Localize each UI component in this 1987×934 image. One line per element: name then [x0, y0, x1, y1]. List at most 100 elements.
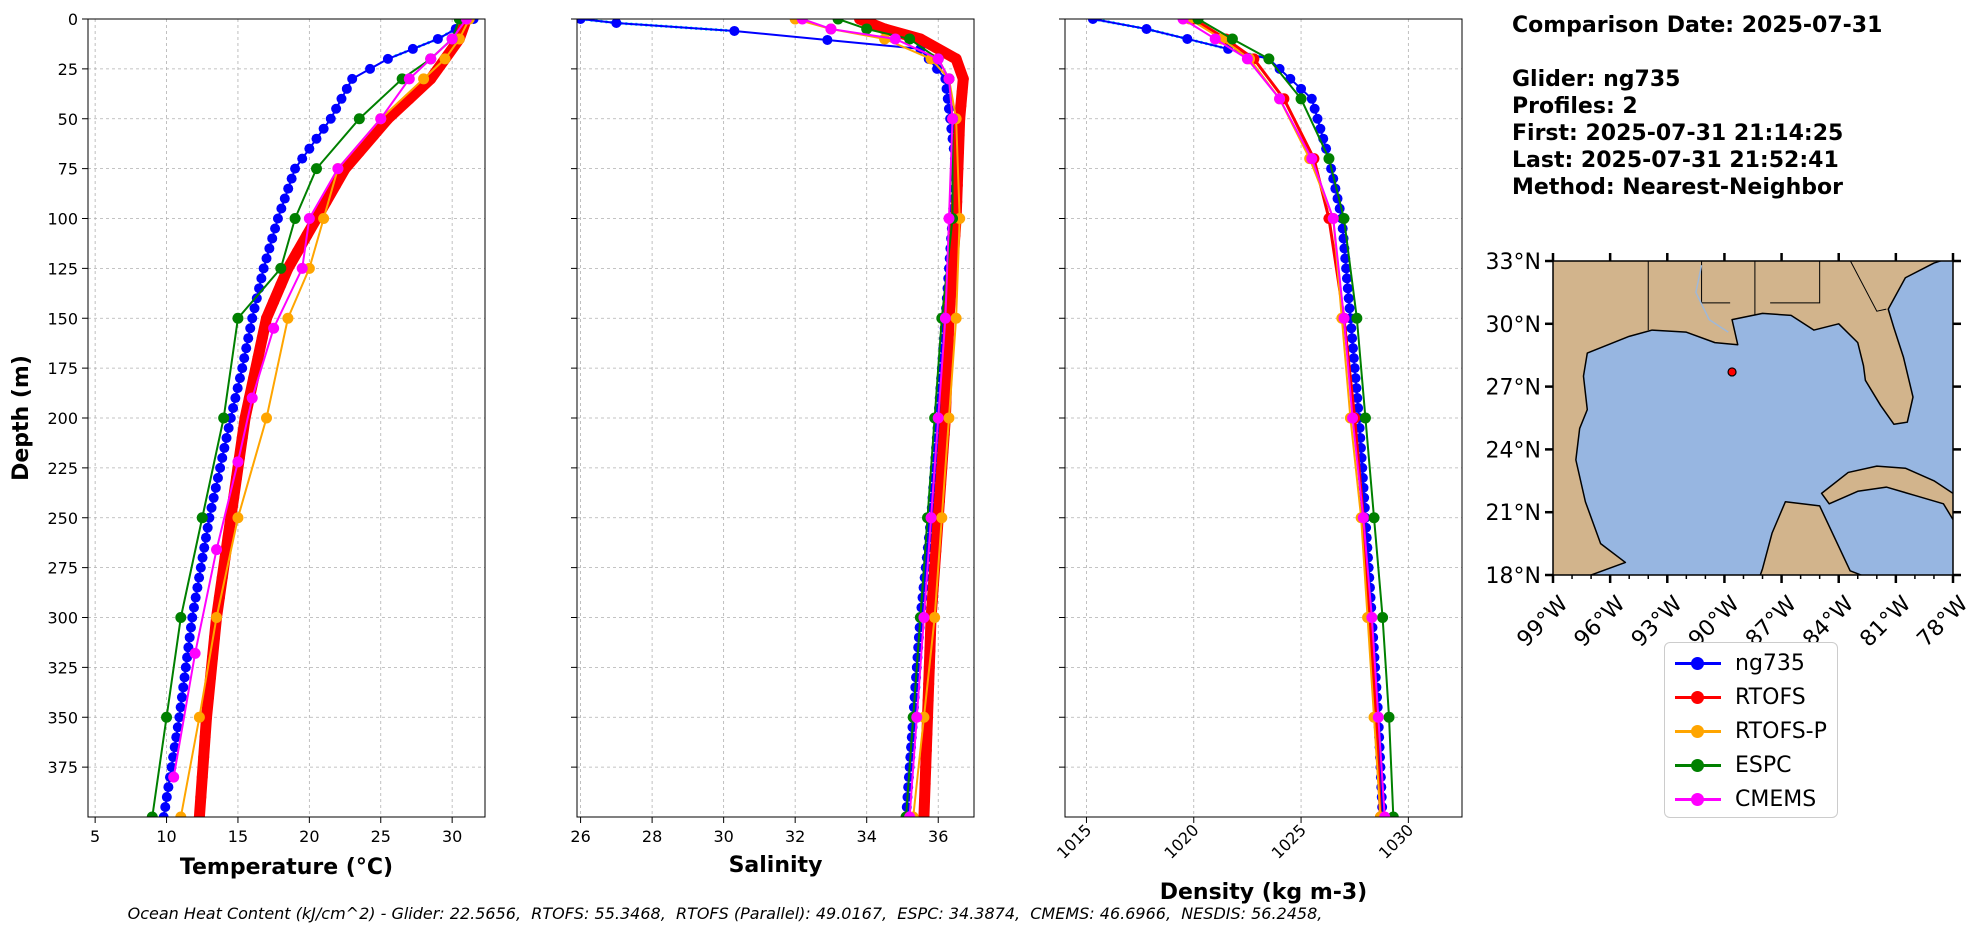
data-point — [1241, 53, 1253, 65]
data-point — [939, 312, 951, 324]
map-y-tick-label: 33°N — [1486, 250, 1541, 275]
data-point — [276, 203, 287, 214]
data-point — [944, 296, 956, 308]
data-point — [957, 73, 969, 85]
data-point — [332, 163, 344, 175]
y-tick-label: 275 — [47, 559, 78, 578]
data-point — [176, 692, 187, 703]
data-point — [953, 146, 965, 158]
data-point — [296, 262, 308, 274]
data-point — [796, 19, 808, 25]
glider-name: Glider: ng735 — [1512, 67, 1681, 92]
series-group — [146, 19, 479, 817]
data-point — [196, 512, 208, 524]
map-y-tick-label: 24°N — [1486, 438, 1541, 463]
map-y-tick-label: 18°N — [1486, 564, 1541, 589]
x-axis-label: Temperature (°C) — [180, 855, 393, 880]
data-point — [195, 791, 207, 803]
data-point — [232, 312, 244, 324]
data-point — [219, 442, 230, 453]
data-point — [951, 179, 963, 191]
data-point — [1359, 412, 1371, 424]
data-point — [1368, 512, 1380, 524]
data-point — [375, 113, 387, 125]
data-point — [261, 412, 273, 424]
x-tick-label: 20 — [299, 827, 319, 846]
data-point — [290, 163, 301, 174]
data-point — [1338, 213, 1350, 224]
data-point — [1342, 283, 1353, 294]
legend-item-cmems: CMEMS — [1673, 784, 1816, 814]
y-tick-label: 225 — [47, 459, 78, 478]
data-point — [184, 632, 195, 643]
map-y-tick-label: 27°N — [1486, 376, 1541, 401]
data-point — [232, 383, 243, 394]
data-point — [943, 213, 955, 224]
river — [1695, 265, 1729, 333]
data-point — [258, 263, 269, 274]
method: Method: Nearest-Neighbor — [1512, 175, 1843, 200]
data-point — [1274, 93, 1286, 105]
data-point — [1347, 412, 1359, 424]
y-tick-label: 100 — [47, 210, 78, 229]
data-point — [208, 492, 219, 503]
data-point — [1343, 293, 1354, 304]
x-tick-label: 1015 — [1053, 820, 1095, 862]
data-point — [439, 53, 451, 65]
data-point — [279, 193, 290, 204]
data-point — [282, 312, 294, 324]
map-y-tick-label: 30°N — [1486, 313, 1541, 338]
data-point — [336, 93, 347, 104]
data-point — [247, 313, 258, 324]
legend-item-rtofs-p: RTOFS-P — [1673, 716, 1827, 746]
x-tick-label: 36 — [928, 827, 948, 846]
data-point — [256, 273, 267, 284]
data-point — [205, 671, 217, 683]
data-point — [879, 33, 891, 45]
x-tick-label: 26 — [570, 827, 590, 846]
data-point — [460, 19, 472, 25]
data-point — [919, 572, 930, 583]
data-point — [368, 129, 380, 141]
series-group — [1087, 19, 1399, 817]
data-point — [246, 392, 258, 404]
data-point — [161, 711, 173, 723]
data-point — [1366, 612, 1378, 623]
data-point — [256, 332, 268, 344]
data-point — [1323, 153, 1335, 165]
location-map: 99°W96°W93°W90°W87°W84°W81°W78°W18°N21°N… — [1486, 250, 1974, 652]
grid — [1065, 18, 1462, 817]
data-point — [1226, 33, 1238, 45]
legend-item-ng735: ng735 — [1673, 648, 1805, 678]
data-point — [210, 482, 221, 493]
data-point — [1383, 711, 1395, 723]
data-point — [1341, 263, 1352, 274]
data-point — [182, 652, 193, 663]
data-point — [932, 412, 944, 424]
data-point — [303, 213, 315, 224]
data-point — [252, 352, 264, 364]
data-point — [1296, 83, 1307, 94]
map-layers — [1553, 261, 1953, 575]
data-point — [822, 34, 833, 45]
data-point — [163, 782, 174, 793]
data-point — [289, 213, 301, 224]
legend-item-espc: ESPC — [1673, 750, 1792, 780]
data-point — [407, 43, 418, 54]
series-line — [580, 19, 958, 817]
data-point — [169, 742, 180, 753]
data-point — [365, 63, 376, 74]
data-point — [272, 213, 283, 224]
series-cmems — [1177, 19, 1391, 817]
data-point — [248, 372, 260, 384]
data-point — [943, 412, 955, 424]
data-point — [920, 745, 932, 756]
series-cmems — [796, 19, 959, 817]
data-point — [949, 229, 961, 241]
data-point — [158, 812, 169, 817]
series-cmems — [168, 19, 472, 783]
data-point — [854, 19, 866, 25]
data-point — [196, 771, 208, 783]
data-point — [1379, 811, 1391, 817]
data-point — [1341, 273, 1352, 284]
